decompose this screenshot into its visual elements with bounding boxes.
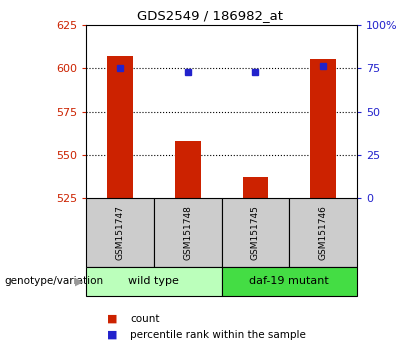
Text: GDS2549 / 186982_at: GDS2549 / 186982_at xyxy=(137,9,283,22)
Text: ▶: ▶ xyxy=(75,276,83,286)
Text: GSM151746: GSM151746 xyxy=(319,205,328,260)
Bar xyxy=(310,59,336,198)
Bar xyxy=(86,267,222,296)
Text: ■: ■ xyxy=(107,314,118,324)
Text: GSM151748: GSM151748 xyxy=(183,205,192,260)
Text: percentile rank within the sample: percentile rank within the sample xyxy=(130,330,306,339)
Bar xyxy=(107,56,133,198)
Bar xyxy=(222,267,357,296)
Text: wild type: wild type xyxy=(129,276,179,286)
Bar xyxy=(154,198,222,267)
Bar xyxy=(242,177,268,198)
Text: genotype/variation: genotype/variation xyxy=(4,276,103,286)
Bar xyxy=(86,198,154,267)
Text: count: count xyxy=(130,314,160,324)
Bar xyxy=(289,198,357,267)
Text: GSM151745: GSM151745 xyxy=(251,205,260,260)
Bar xyxy=(175,141,201,198)
Text: ■: ■ xyxy=(107,330,118,339)
Text: daf-19 mutant: daf-19 mutant xyxy=(249,276,329,286)
Text: GSM151747: GSM151747 xyxy=(116,205,124,260)
Bar xyxy=(222,198,289,267)
